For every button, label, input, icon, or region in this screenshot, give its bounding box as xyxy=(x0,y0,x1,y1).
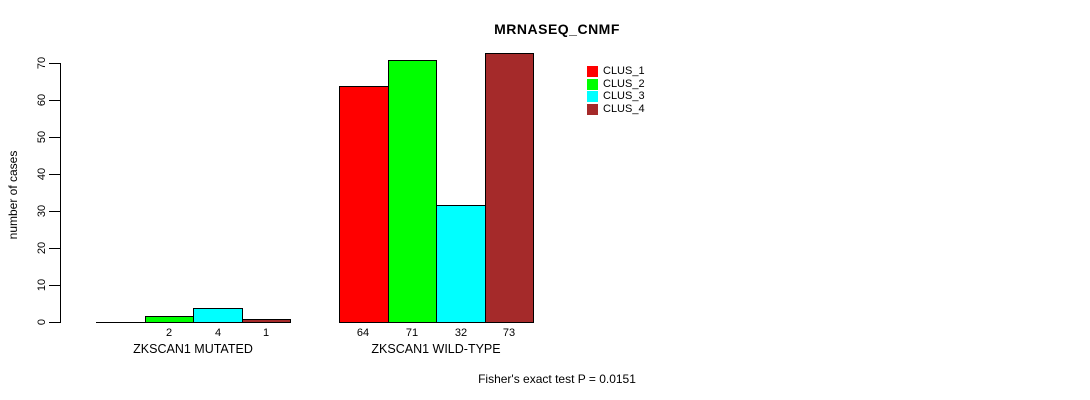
group-label: ZKSCAN1 WILD-TYPE xyxy=(371,342,501,356)
y-axis-tick xyxy=(49,137,61,138)
y-axis-tick-label: 30 xyxy=(36,204,48,218)
legend-swatch-clus_1 xyxy=(587,66,598,77)
y-axis-tick-label: 40 xyxy=(36,167,48,181)
y-axis-tick xyxy=(49,211,61,212)
legend-label-clus_2: CLUS_2 xyxy=(603,78,645,90)
legend-label-clus_1: CLUS_1 xyxy=(603,65,645,77)
bar-clus_1-group2 xyxy=(339,86,389,323)
annotation-text: Fisher's exact test P = 0.0151 xyxy=(478,372,636,386)
bar-clus_3-group1 xyxy=(193,308,243,323)
bar-clus_2-group1 xyxy=(145,316,194,323)
bar-clus_4-group1 xyxy=(242,319,291,323)
legend-label-clus_4: CLUS_4 xyxy=(603,103,645,115)
y-axis-tick-label: 70 xyxy=(36,56,48,70)
y-axis-tick-label: 20 xyxy=(36,241,48,255)
bar-value-label: 4 xyxy=(214,327,222,339)
legend-swatch-clus_2 xyxy=(587,79,598,90)
group-label: ZKSCAN1 MUTATED xyxy=(133,342,253,356)
bar-clus_3-group2 xyxy=(436,205,486,323)
y-axis-tick xyxy=(49,174,61,175)
legend-label-clus_3: CLUS_3 xyxy=(603,90,645,102)
y-axis-tick-label: 60 xyxy=(36,93,48,107)
y-axis-line xyxy=(60,63,61,323)
bar-value-label: 64 xyxy=(356,327,370,339)
bar-clus_1-group1 xyxy=(96,322,146,323)
bar-value-label: 1 xyxy=(262,327,270,339)
bar-value-label: 2 xyxy=(165,327,173,339)
chart-title: MRNASEQ_CNMF xyxy=(494,21,620,37)
legend-swatch-clus_4 xyxy=(587,104,598,115)
y-axis-tick xyxy=(49,100,61,101)
y-axis-tick xyxy=(49,63,61,64)
bar-value-label: 71 xyxy=(405,327,419,339)
bar-value-label: 73 xyxy=(502,327,516,339)
bar-clus_2-group2 xyxy=(388,60,437,323)
bar-value-label: 32 xyxy=(454,327,468,339)
y-axis-tick xyxy=(49,285,61,286)
legend-swatch-clus_3 xyxy=(587,91,598,102)
y-axis-tick-label: 10 xyxy=(36,278,48,292)
y-axis-tick-label: 50 xyxy=(36,130,48,144)
y-axis-tick-label: 0 xyxy=(36,318,48,326)
y-axis-tick xyxy=(49,248,61,249)
y-axis-tick xyxy=(49,322,61,323)
bar-clus_4-group2 xyxy=(485,53,534,323)
